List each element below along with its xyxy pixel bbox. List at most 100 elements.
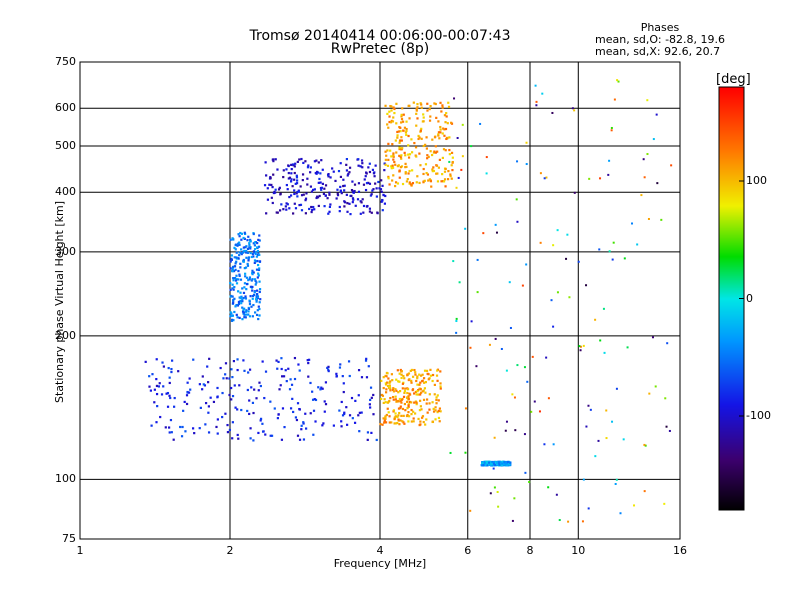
colorbar-strip	[719, 286, 744, 288]
scatter-point	[539, 172, 542, 175]
scatter-point	[251, 285, 254, 289]
colorbar-strip	[719, 243, 744, 245]
scatter-point	[446, 178, 450, 181]
colorbar-strip	[719, 301, 744, 303]
scatter-point	[397, 164, 400, 167]
colorbar-strip	[719, 401, 744, 403]
scatter-point	[291, 397, 294, 400]
scatter-point	[348, 171, 351, 174]
scatter-point	[351, 180, 354, 183]
scatter-point	[337, 169, 341, 173]
scatter-point	[619, 512, 622, 515]
scatter-point	[439, 410, 442, 413]
colorbar-strip	[719, 459, 744, 461]
colorbar-strip	[719, 461, 744, 463]
colorbar-strip	[719, 188, 744, 190]
scatter-point	[282, 175, 285, 179]
scatter-point	[229, 238, 232, 241]
colorbar-strip	[719, 441, 744, 443]
scatter-point	[414, 146, 418, 149]
colorbar-strip	[719, 336, 744, 338]
scatter-point	[359, 165, 362, 168]
colorbar-strip	[719, 419, 744, 421]
scatter-point	[448, 160, 451, 163]
scatter-point	[332, 424, 335, 427]
scatter-point	[257, 431, 260, 435]
scatter-point	[422, 377, 426, 380]
scatter-point	[432, 407, 435, 410]
scatter-point	[241, 298, 244, 301]
scatter-point	[485, 156, 488, 159]
colorbar-strip	[719, 121, 744, 123]
colorbar-strip	[719, 331, 744, 333]
scatter-point	[565, 257, 568, 260]
scatter-point	[434, 406, 437, 409]
scatter-point	[248, 315, 252, 318]
scatter-point	[418, 383, 421, 386]
colorbar-strip	[719, 223, 744, 225]
scatter-point	[446, 122, 449, 125]
colorbar-strip	[719, 245, 744, 247]
colorbar-strip	[719, 416, 744, 418]
scatter-point	[293, 178, 296, 181]
scatter-point	[242, 236, 245, 240]
scatter-point	[409, 369, 412, 372]
scatter-point	[371, 168, 375, 171]
scatter-point	[421, 373, 424, 376]
scatter-point	[407, 153, 410, 156]
colorbar-strip	[719, 105, 744, 107]
scatter-point	[441, 132, 444, 135]
scatter-point	[263, 184, 267, 187]
scatter-point	[385, 154, 388, 157]
scatter-point	[228, 377, 231, 380]
scatter-point	[246, 388, 249, 392]
scatter-point	[419, 381, 422, 384]
scatter-point	[219, 366, 222, 370]
scatter-point	[389, 389, 392, 392]
scatter-point	[280, 203, 283, 206]
scatter-point	[582, 478, 585, 481]
scatter-point	[335, 372, 338, 375]
scatter-point	[327, 212, 330, 215]
scatter-point	[547, 486, 550, 489]
colorbar-strip	[719, 448, 744, 450]
scatter-point	[412, 417, 415, 420]
colorbar-strip	[719, 133, 744, 135]
scatter-point	[410, 413, 413, 416]
scatter-point	[428, 107, 431, 111]
colorbar-strip	[719, 380, 744, 382]
scatter-point	[241, 300, 244, 303]
scatter-point	[385, 413, 388, 417]
scatter-point	[386, 372, 389, 375]
scatter-point	[255, 397, 258, 400]
colorbar-strip	[719, 371, 744, 373]
scatter-point	[433, 136, 437, 139]
scatter-point	[300, 157, 303, 161]
colorbar-strip	[719, 136, 744, 138]
scatter-point	[169, 418, 173, 422]
scatter-point	[399, 166, 402, 169]
scatter-point	[242, 312, 245, 315]
colorbar-strip	[719, 306, 744, 308]
scatter-point	[251, 297, 254, 300]
colorbar-strip	[719, 112, 744, 114]
colorbar-strip	[719, 463, 744, 465]
scatter-point	[252, 293, 256, 296]
scatter-point	[461, 123, 464, 126]
colorbar-strip	[719, 344, 744, 346]
scatter-point	[404, 162, 407, 165]
scatter-point	[552, 443, 555, 446]
scatter-point	[400, 398, 403, 401]
scatter-point	[492, 462, 495, 465]
colorbar-strip	[719, 109, 744, 111]
scatter-point	[264, 433, 267, 436]
scatter-point	[388, 415, 391, 418]
colorbar-strip	[719, 248, 744, 250]
scatter-point	[232, 300, 235, 303]
colorbar-strip	[719, 467, 744, 469]
scatter-point	[312, 409, 316, 412]
scatter-point	[232, 279, 235, 282]
scatter-point	[256, 263, 260, 267]
scatter-point	[319, 181, 322, 184]
scatter-point	[383, 398, 386, 401]
